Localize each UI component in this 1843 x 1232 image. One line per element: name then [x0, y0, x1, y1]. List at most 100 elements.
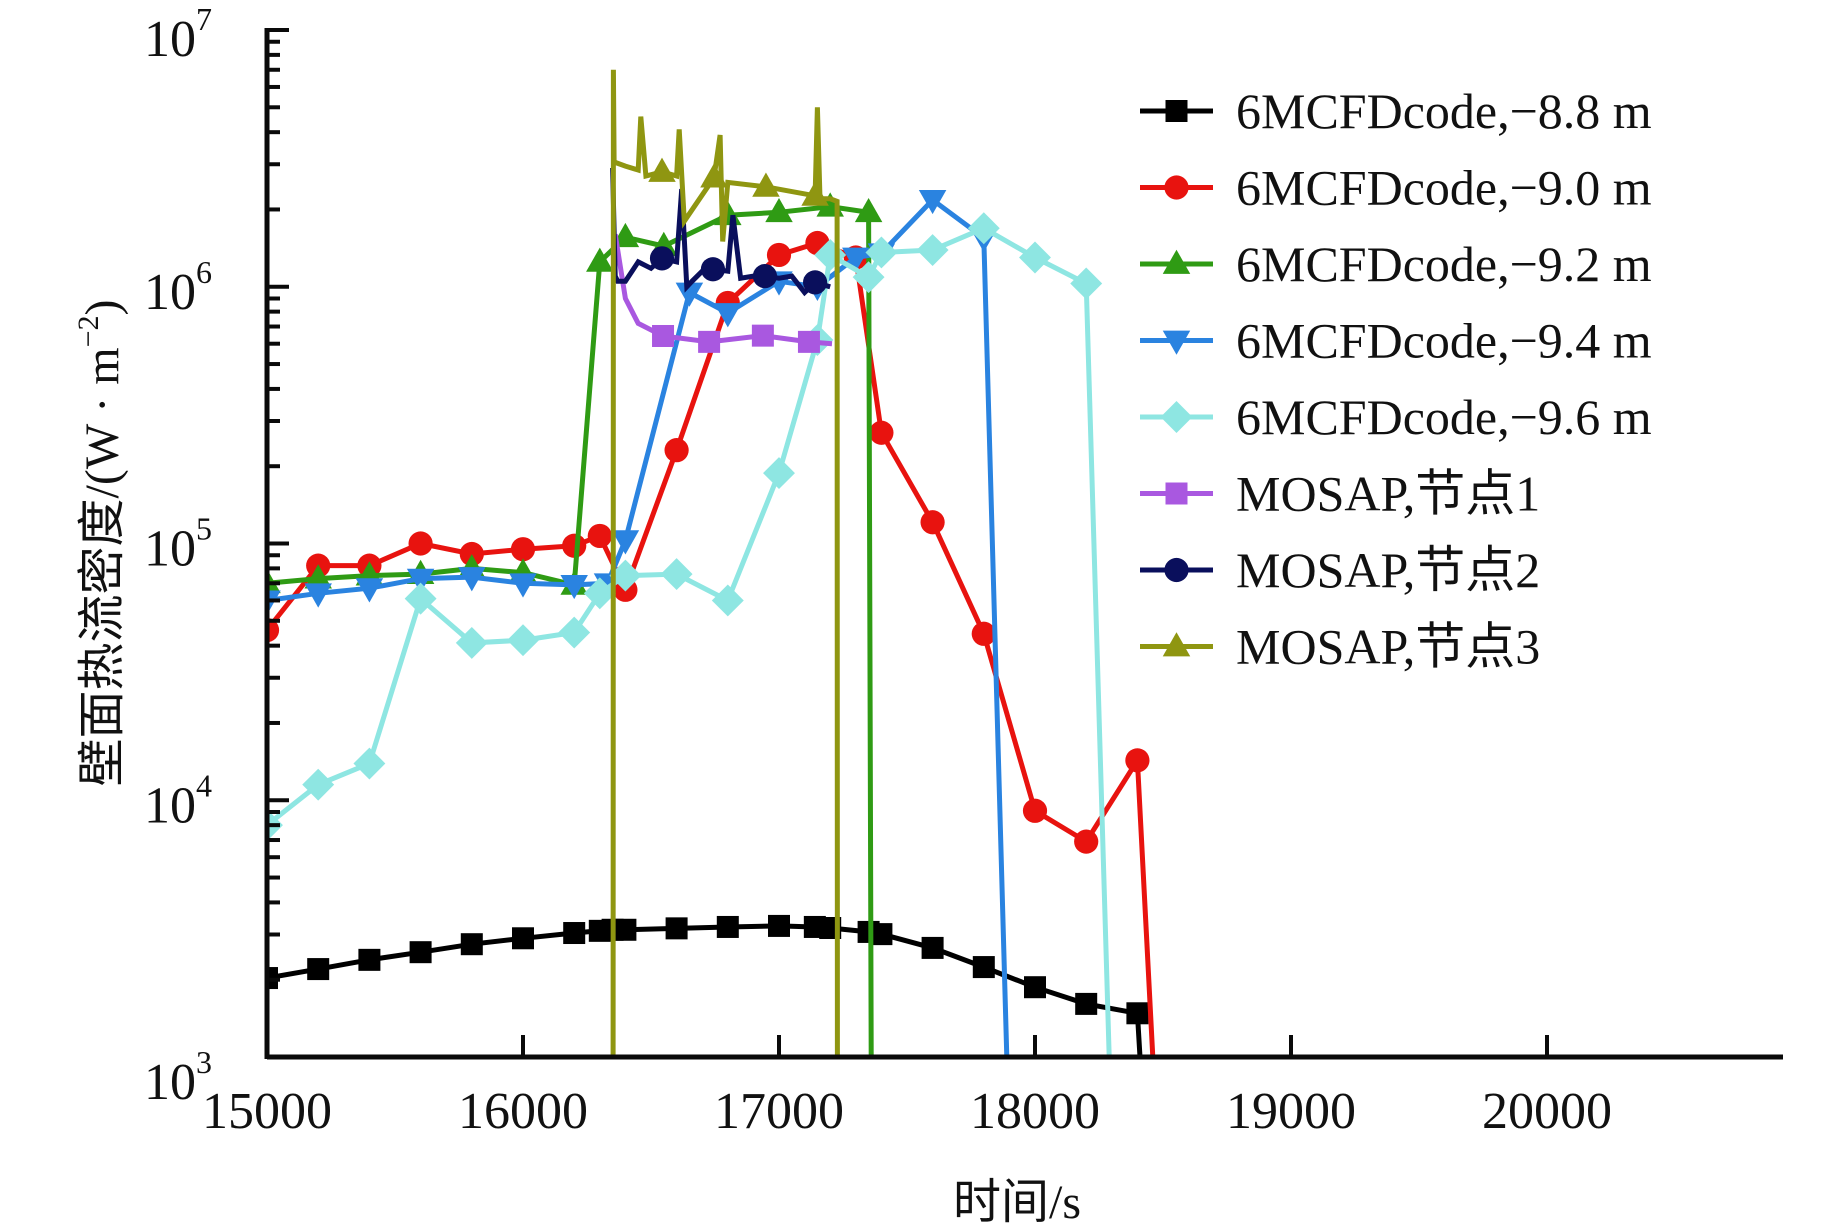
data-point — [587, 523, 612, 549]
data-point — [752, 172, 780, 197]
data-point — [971, 621, 996, 646]
data-point — [802, 270, 828, 295]
x-axis-title: 时间/s — [953, 1176, 1081, 1229]
legend-label: 6MCFDcode,−9.0 m — [1236, 160, 1652, 216]
data-point — [267, 568, 281, 594]
data-point — [1022, 798, 1048, 823]
data-point — [869, 420, 894, 445]
data-point — [1075, 992, 1098, 1015]
data-point — [751, 324, 774, 347]
legend-item-1: 6MCFDcode,−8.8 m — [1140, 83, 1652, 139]
x-tick-label: 18000 — [970, 1083, 1100, 1140]
data-point — [801, 181, 829, 206]
data-point — [1126, 1002, 1149, 1025]
data-point — [406, 568, 435, 593]
data-point — [267, 617, 280, 643]
data-point — [583, 577, 616, 610]
y-tick-label: 104 — [144, 767, 212, 834]
data-point — [648, 157, 676, 182]
y-tick-label: 106 — [144, 254, 212, 321]
x-tick-label: 20000 — [1482, 1083, 1612, 1140]
legend: 6MCFDcode,−8.8 m 6MCFDcode,−9.0 m 6MCFDcod… — [1140, 83, 1652, 675]
legend-marker-icon — [1165, 482, 1188, 505]
data-point — [854, 197, 883, 223]
legend-item-2: 6MCFDcode,−9.0 m — [1140, 160, 1652, 216]
data-point — [1125, 748, 1150, 773]
data-point — [652, 324, 675, 347]
legend-label: MOSAP,节点2 — [1236, 542, 1540, 598]
data-point — [1074, 829, 1099, 854]
legend-label: 6MCFDcode,−8.8 m — [1236, 83, 1652, 139]
data-point — [304, 583, 332, 608]
data-point — [649, 246, 675, 271]
data-point — [509, 573, 537, 598]
data-point — [404, 582, 437, 615]
legend-marker-icon — [1164, 175, 1189, 200]
data-point — [510, 537, 536, 562]
y-tick-label: 107 — [144, 1, 212, 68]
data-point — [408, 531, 433, 556]
y-tick-label: 105 — [144, 511, 212, 578]
data-point — [865, 236, 898, 269]
data-point — [698, 330, 721, 353]
data-point — [460, 933, 483, 956]
data-point — [304, 564, 332, 589]
x-tick-label: 19000 — [1226, 1083, 1356, 1140]
data-point — [611, 530, 640, 555]
legend-marker-icon — [1162, 249, 1191, 274]
data-point — [664, 438, 689, 463]
data-point — [870, 923, 893, 946]
data-point — [766, 242, 792, 268]
data-point — [797, 330, 820, 353]
data-point — [459, 541, 484, 567]
data-point — [921, 936, 944, 959]
data-point — [768, 914, 790, 937]
data-point — [711, 584, 744, 617]
data-point — [852, 261, 885, 294]
data-point — [355, 578, 384, 603]
x-tick-label: 17000 — [714, 1083, 844, 1140]
legend-marker-icon — [1162, 330, 1191, 355]
plot-area — [267, 69, 1156, 1057]
legend-item-7: MOSAP,节点2 — [1140, 542, 1540, 598]
legend-item-8: MOSAP,节点3 — [1140, 619, 1540, 675]
data-point — [700, 163, 728, 188]
data-point — [916, 234, 949, 266]
data-point — [967, 212, 1000, 245]
data-point — [560, 574, 588, 600]
series-line — [267, 240, 1156, 1057]
legend-item-4: 6MCFDcode,−9.4 m — [1140, 313, 1652, 369]
data-point — [665, 917, 688, 940]
legend-marker-icon — [1160, 401, 1193, 433]
series-7 — [610, 167, 831, 297]
data-point — [358, 948, 381, 971]
data-point — [675, 282, 704, 307]
x-tick-label: 16000 — [458, 1083, 588, 1140]
series-line — [267, 923, 1143, 1057]
data-point — [307, 958, 330, 981]
legend-item-5: 6MCFDcode,−9.6 m — [1140, 389, 1652, 445]
y-axis-title: 壁面热流密度/(W · m−2) — [72, 300, 129, 787]
data-point — [409, 941, 432, 964]
data-point — [458, 567, 486, 592]
data-point — [614, 918, 637, 941]
data-point — [765, 197, 793, 223]
y-tick-label: 103 — [144, 1044, 212, 1111]
data-point — [763, 457, 795, 490]
legend-item-6: MOSAP,节点1 — [1140, 466, 1540, 522]
legend-item-3: 6MCFDcode,−9.2 m — [1140, 236, 1652, 292]
data-point — [507, 624, 539, 657]
data-point — [512, 927, 534, 950]
data-point — [267, 590, 281, 615]
data-point — [918, 189, 947, 215]
legend-label: 6MCFDcode,−9.2 m — [1236, 236, 1652, 292]
data-point — [302, 768, 335, 801]
series-5 — [267, 212, 1112, 1057]
legend-label: MOSAP,节点3 — [1236, 619, 1540, 675]
legend-marker-icon — [1164, 557, 1189, 583]
data-point — [814, 239, 847, 271]
data-point — [558, 616, 591, 649]
x-tick-label: 15000 — [202, 1083, 332, 1140]
data-point — [920, 510, 945, 535]
data-point — [660, 558, 693, 591]
